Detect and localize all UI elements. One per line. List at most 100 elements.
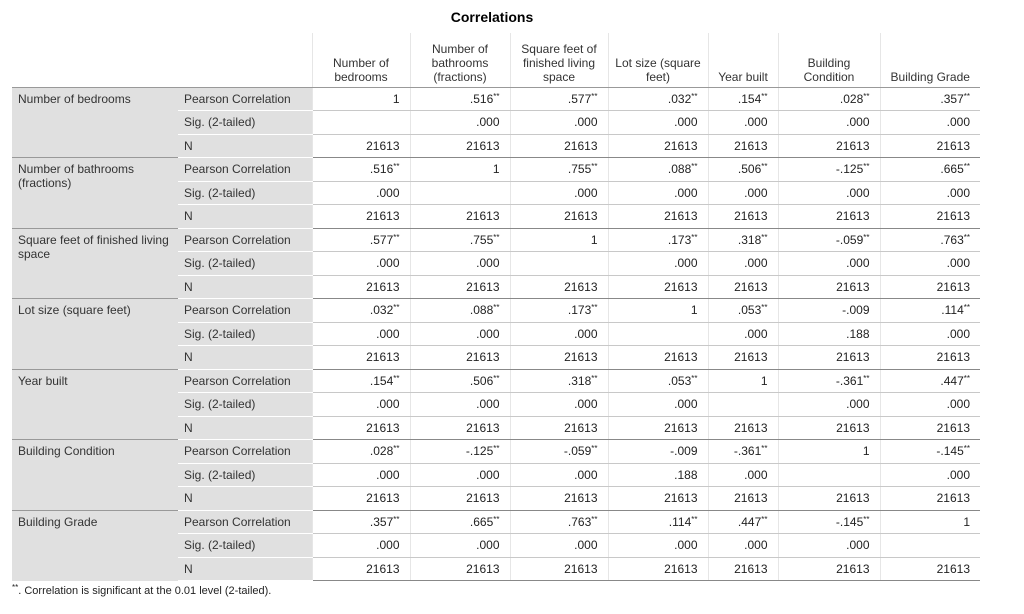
cell: 21613: [879, 416, 980, 440]
cell: 21613: [509, 557, 608, 581]
cell: .665**: [879, 157, 980, 182]
cell: 21613: [311, 134, 410, 158]
cell: -.125**: [777, 157, 880, 182]
cell: .000: [707, 533, 778, 558]
stat-label: N: [178, 486, 312, 511]
stat-label: N: [178, 134, 312, 158]
cell: 21613: [777, 345, 880, 370]
significance-mark: **: [591, 303, 598, 313]
cell: .516**: [409, 86, 510, 111]
cell: 21613: [777, 486, 880, 511]
empty-cell: [311, 110, 410, 135]
significance-mark: **: [963, 91, 970, 101]
footnote: **. Correlation is significant at the 0.…: [12, 584, 271, 598]
significance-mark: **: [493, 373, 500, 383]
cell: .000: [409, 110, 510, 135]
cell: .755**: [409, 227, 510, 252]
stat-label: Pearson Correlation: [178, 509, 312, 534]
cell: 21613: [409, 134, 510, 158]
stat-row: Lot size (square feet) Pearson Correlatio…: [12, 298, 980, 369]
cell: -.009: [777, 298, 880, 323]
cell: -.145**: [777, 509, 880, 534]
significance-mark: **: [761, 232, 768, 242]
cell: 21613: [879, 275, 980, 299]
stat-row: Building Grade Pearson Correlation .357**.…: [12, 509, 980, 581]
stat-row: Square feet of finished living space Pear…: [12, 227, 980, 299]
cell-value: .506: [737, 162, 762, 177]
cell: 21613: [409, 486, 510, 511]
empty-cell: [509, 251, 608, 276]
cell: .000: [509, 463, 608, 487]
cell: 21613: [707, 134, 778, 158]
correlation-table: Number of bedrooms Number of bathrooms (f…: [12, 33, 980, 581]
significance-mark: **: [761, 91, 768, 101]
stat-row: Number of bathrooms (fractions) Pearson C…: [12, 157, 980, 228]
stat-row: Sig. (2-tailed) .000.000.000.000.000.000: [12, 392, 980, 417]
cell: 21613: [311, 486, 410, 511]
stat-label: Sig. (2-tailed): [178, 181, 312, 205]
significance-mark: **: [691, 373, 698, 383]
cell: 1: [509, 227, 608, 252]
significance-mark: **: [863, 373, 870, 383]
cell: .173**: [509, 298, 608, 323]
cell: .053**: [707, 298, 778, 323]
cell: .506**: [409, 368, 510, 393]
cell: 21613: [409, 204, 510, 229]
cell: 21613: [607, 557, 708, 581]
cell: .665**: [409, 509, 510, 534]
cell: 21613: [879, 557, 980, 581]
significance-mark: **: [691, 91, 698, 101]
cell-value: .516: [469, 91, 494, 106]
stat-label: Pearson Correlation: [178, 298, 312, 323]
cell: .000: [879, 463, 980, 487]
corner: [178, 33, 312, 88]
cell: .447**: [707, 509, 778, 534]
cell-value: .088: [667, 162, 692, 177]
column-header: Number of bedrooms: [311, 33, 410, 88]
significance-mark: **: [493, 303, 500, 313]
cell: 1: [409, 157, 510, 182]
cell: 21613: [707, 416, 778, 440]
cell: .318**: [707, 227, 778, 252]
stat-row: Sig. (2-tailed) .000.000.000.000.000.000: [12, 533, 980, 558]
cell-value: .665: [469, 514, 494, 529]
cell: .000: [879, 251, 980, 276]
stat-row: Sig. (2-tailed) .000.000.000.188.000.000: [12, 463, 980, 487]
corner: [12, 33, 178, 88]
empty-cell: [607, 322, 708, 346]
cell: 21613: [311, 275, 410, 299]
significance-mark: **: [963, 232, 970, 242]
cell-value: -.145: [835, 514, 864, 529]
cell: .000: [607, 181, 708, 205]
stat-label: Pearson Correlation: [178, 86, 312, 111]
cell: .000: [707, 463, 778, 487]
cell-value: .447: [737, 514, 762, 529]
stat-label: Sig. (2-tailed): [178, 110, 312, 135]
cell: .000: [311, 392, 410, 417]
cell-value: .665: [940, 162, 964, 177]
stat-label: Sig. (2-tailed): [178, 533, 312, 558]
cell: .000: [777, 533, 880, 558]
cell: 21613: [707, 486, 778, 511]
cell-value: .755: [567, 162, 592, 177]
cell: 21613: [707, 345, 778, 370]
cell: .032**: [607, 86, 708, 111]
cell: 21613: [777, 275, 880, 299]
cell-value: .755: [469, 232, 494, 247]
cell: .000: [409, 322, 510, 346]
cell: .154**: [707, 86, 778, 111]
cell: .000: [777, 110, 880, 135]
cell-value: .357: [369, 514, 394, 529]
significance-mark: **: [863, 232, 870, 242]
cell: .577**: [311, 227, 410, 252]
stat-row: N 21613 21613 21613 21613 21613 21613 21613: [12, 416, 980, 440]
cell: .000: [409, 251, 510, 276]
cell: -.059**: [777, 227, 880, 252]
stat-label: Sig. (2-tailed): [178, 463, 312, 487]
cell-value: -.361: [835, 373, 864, 388]
stat-row: N 21613 21613 21613 21613 21613 21613 21613: [12, 275, 980, 299]
cell: -.009: [607, 439, 708, 464]
stat-label: N: [178, 416, 312, 440]
cell: 21613: [707, 557, 778, 581]
significance-mark: **: [963, 162, 970, 172]
